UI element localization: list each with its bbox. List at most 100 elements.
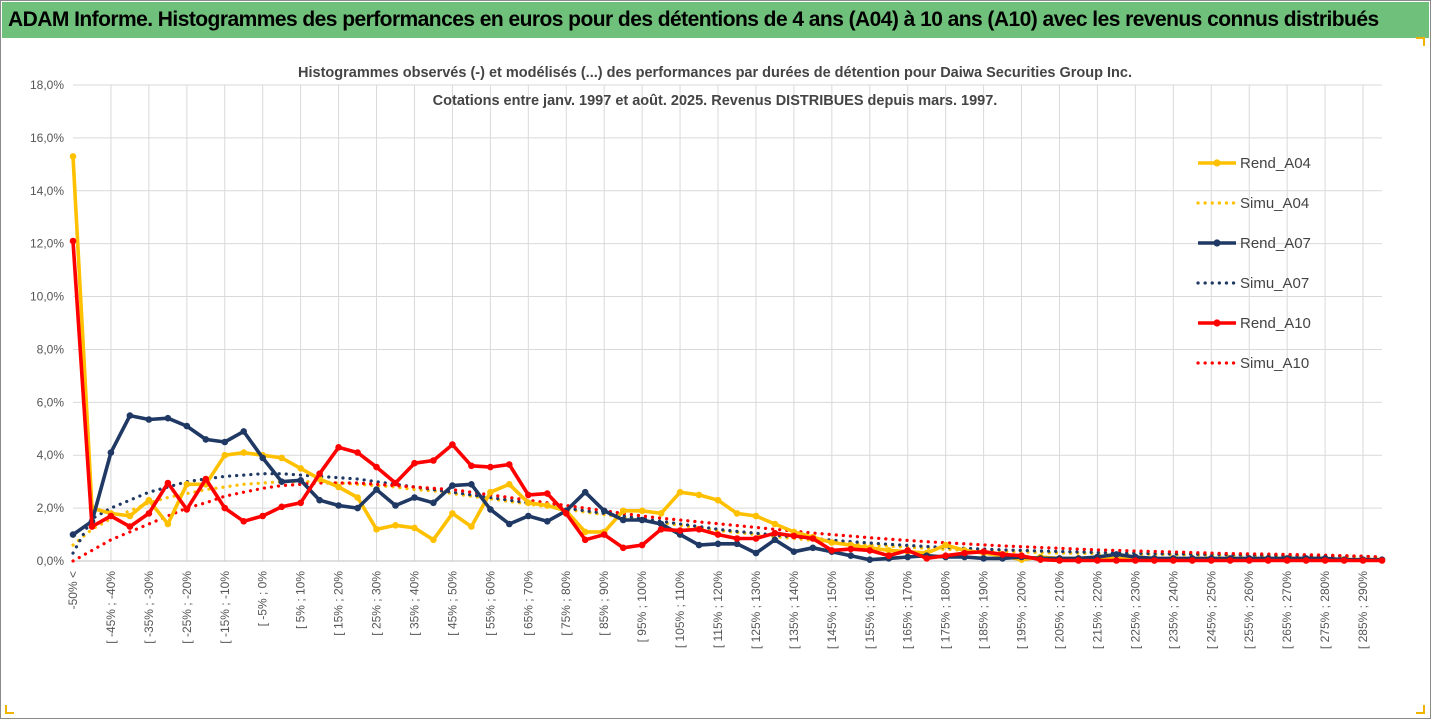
data-point [183,481,191,488]
legend-label: Simu_A10 [1240,355,1309,372]
data-point [392,479,399,487]
data-point [126,523,134,530]
data-point [487,463,494,471]
data-point [866,556,874,563]
data-point [999,551,1006,558]
data-point [278,478,286,486]
data-point [164,414,172,422]
corner-mark [1416,705,1425,714]
series-simu-a04 [71,480,1384,560]
data-point [316,470,323,478]
data-point [809,544,817,552]
legend-label: Rend_A10 [1240,315,1311,332]
data-point [1378,557,1386,564]
data-point [525,499,532,507]
data-point [1283,557,1291,564]
data-point [487,488,494,496]
y-tick-label: 0,0% [37,554,65,568]
chart-subtitle: Cotations entre janv. 1997 et août. 2025… [433,93,998,109]
legend-marker [1213,159,1221,167]
data-point [980,548,987,555]
data-point [411,459,418,467]
y-tick-label: 6,0% [37,395,65,409]
data-point [544,518,551,525]
data-point [1151,557,1158,564]
data-point [221,451,229,459]
x-tick-label: [ 75% ; 80% [559,571,573,636]
data-point [676,488,684,496]
data-point [562,510,570,517]
data-point [430,499,437,507]
grid-lines [73,84,1382,562]
series-line [71,413,1382,562]
x-tick-label: [ 115% ; 120% [711,571,725,648]
data-point [449,441,456,448]
data-point [525,491,532,499]
data-point [1018,552,1025,559]
data-point [733,535,741,542]
data-point [581,536,589,544]
data-point [657,526,665,533]
series-rend-a10 [69,237,1386,564]
data-point [69,531,77,538]
data-point [145,510,153,517]
data-point [695,491,703,499]
x-tick-label: [ -35% ; -30% [142,571,156,644]
series-rend-a04 [69,153,1386,563]
data-point [619,507,627,515]
data-point [942,552,949,559]
data-point [1056,557,1063,564]
y-tick-label: 2,0% [37,501,65,515]
data-point [600,531,608,538]
legend-item: Rend_A10 [1198,315,1311,332]
data-point [183,506,191,513]
x-tick-label: [ 85% ; 90% [597,571,611,636]
x-tick-label: [ 65% ; 70% [521,571,535,636]
data-point [1037,556,1044,563]
data-point [449,510,456,517]
y-tick-label: 8,0% [37,342,65,356]
data-point [1075,557,1082,564]
legend-label: Simu_A04 [1240,195,1309,212]
data-point [202,436,210,443]
data-point [449,482,456,489]
data-point [354,504,361,512]
data-point [183,422,191,430]
x-tick-label: [ 45% ; 50% [445,571,459,636]
y-tick-label: 16,0% [30,131,64,145]
series-simu-a07 [71,472,1384,559]
series-rend-a07 [69,412,1386,563]
data-point [619,516,627,524]
y-tick-label: 12,0% [30,237,64,251]
legend-label: Rend_A07 [1240,235,1311,252]
data-point [828,547,836,554]
data-point [354,449,361,456]
data-point [392,502,399,509]
data-point [335,502,342,509]
x-tick-label: [ 145% ; 150% [825,571,839,649]
corner-mark [5,705,14,714]
data-point [544,490,551,497]
legend-label: Simu_A07 [1240,275,1309,292]
data-point [145,496,153,504]
data-point [657,510,665,517]
x-tick-label: [ 195% ; 200% [1015,571,1029,649]
x-tick-label: [ -5% ; 0% [256,571,270,627]
data-point [411,494,418,501]
data-point [373,463,380,471]
data-point [676,527,684,534]
x-tick-label: [ 215% ; 220% [1090,571,1104,649]
chart-title: Histogrammes observés (-) et modélisés (… [298,65,1132,81]
data-point [581,488,589,496]
data-point [297,499,305,507]
data-point [828,539,836,546]
x-tick-label: [ 245% ; 250% [1204,571,1218,649]
data-point [695,526,703,533]
data-point [107,449,115,456]
data-point [1359,557,1367,564]
data-point [714,531,722,538]
x-tick-label: [ 95% ; 100% [635,571,649,643]
data-point [1189,557,1196,564]
data-point [525,512,532,520]
x-tick-label: [ 205% ; 210% [1052,571,1066,649]
